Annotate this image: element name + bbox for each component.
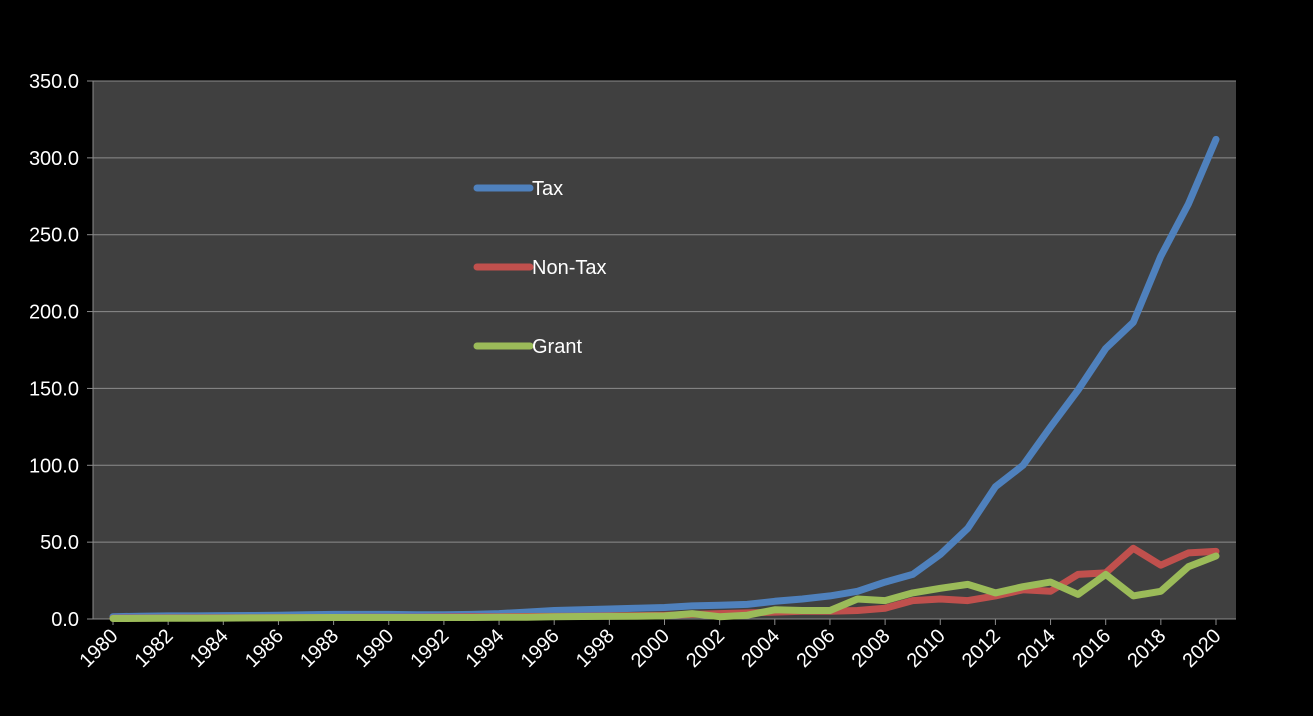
series-line-grant xyxy=(109,552,1220,622)
y-tick-label: 50.0 xyxy=(40,532,79,554)
legend-label-non-tax: Non-Tax xyxy=(532,257,606,279)
y-tick-label: 100.0 xyxy=(29,455,79,477)
y-tick-label: 350.0 xyxy=(29,71,79,93)
y-tick-label: 300.0 xyxy=(29,148,79,170)
y-tick-label: 150.0 xyxy=(29,378,79,400)
gridlines xyxy=(93,80,1236,543)
series-lines xyxy=(109,135,1220,622)
y-tick-label: 0.0 xyxy=(51,609,79,631)
legend-label-tax: Tax xyxy=(532,178,563,200)
plot-area xyxy=(93,81,1236,619)
legend: Tax Non-Tax Grant xyxy=(473,178,606,358)
legend-label-grant: Grant xyxy=(532,336,582,358)
y-tick-label: 200.0 xyxy=(29,302,79,324)
y-tick-label: 250.0 xyxy=(29,225,79,247)
